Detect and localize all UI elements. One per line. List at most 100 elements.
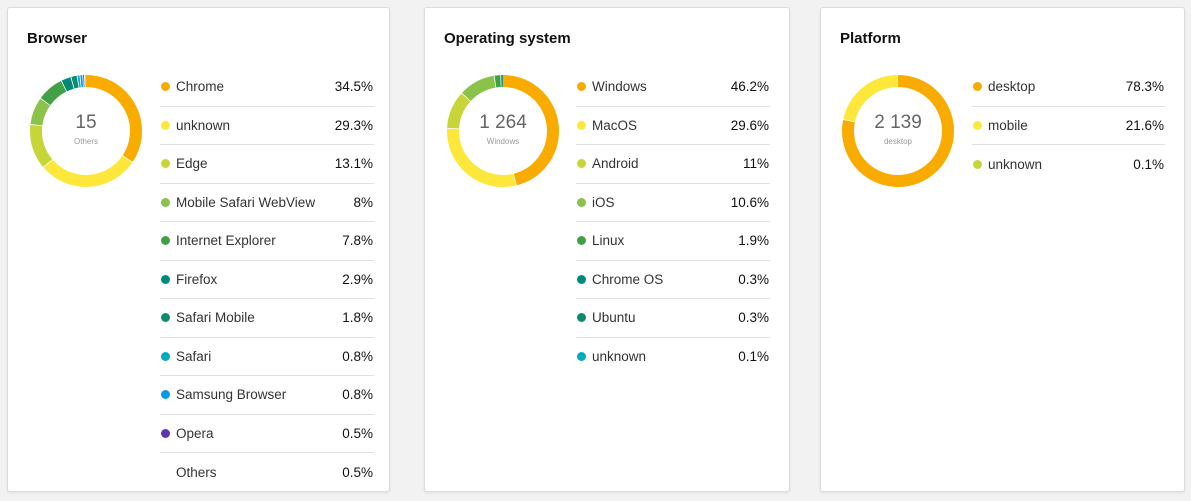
- legend-item[interactable]: unknown 29.3%: [160, 107, 374, 145]
- legend-color-dot: [577, 120, 586, 130]
- legend-label: Others: [176, 464, 217, 480]
- legend-item[interactable]: Safari Mobile 1.8%: [160, 299, 374, 338]
- legend-item[interactable]: Safari 0.8%: [160, 338, 374, 376]
- legend-item[interactable]: MacOS 29.6%: [576, 107, 770, 145]
- legend-percentage: 1.8%: [342, 310, 373, 326]
- browser-donut-chart[interactable]: 15 Others: [27, 72, 145, 190]
- browser-legend: Chrome 34.5% unknown 29.3% Edge 13.1% Mobile S…: [160, 68, 374, 492]
- legend-item[interactable]: Mobile Safari WebView 8%: [160, 184, 374, 222]
- legend-item[interactable]: unknown 0.1%: [576, 338, 770, 377]
- legend-label: desktop: [988, 79, 1036, 95]
- legend-percentage: 0.5%: [342, 464, 373, 480]
- legend-item[interactable]: unknown 0.1%: [972, 145, 1165, 184]
- legend-label: Chrome: [176, 79, 225, 95]
- donut-segment[interactable]: [447, 75, 559, 187]
- legend-label: Firefox: [176, 271, 218, 287]
- legend-item[interactable]: Android 11%: [576, 145, 770, 184]
- legend-item[interactable]: Chrome 34.5%: [160, 68, 374, 107]
- legend-item[interactable]: iOS 10.6%: [576, 184, 770, 222]
- legend-percentage: 78.3%: [1125, 79, 1164, 95]
- os-donut-chart[interactable]: 1 264 Windows: [444, 72, 562, 190]
- donut-svg: [447, 75, 559, 187]
- legend-item[interactable]: Chrome OS 0.3%: [576, 261, 770, 299]
- legend-percentage: 10.6%: [730, 194, 769, 210]
- legend-percentage: 2.9%: [342, 271, 373, 287]
- platform-donut-chart[interactable]: 2 139 desktop: [839, 72, 957, 190]
- platform-card: Platform 2 139 desktop desktop 78.3% mobil…: [820, 7, 1185, 492]
- legend-item[interactable]: Others 0.5%: [160, 453, 374, 492]
- legend-label: Windows: [592, 79, 647, 95]
- legend-label: Opera: [176, 425, 214, 441]
- legend-label: Internet Explorer: [176, 233, 276, 249]
- legend-percentage: 0.1%: [738, 349, 769, 365]
- legend-percentage: 8%: [353, 194, 373, 210]
- legend-color-dot: [973, 120, 982, 130]
- legend-percentage: 0.8%: [342, 348, 373, 364]
- legend-label: Safari Mobile: [176, 310, 255, 326]
- legend-percentage: 29.3%: [334, 117, 373, 133]
- legend-label: Safari: [176, 348, 212, 364]
- legend-label: Ubuntu: [592, 310, 636, 326]
- legend-color-dot: [577, 159, 586, 169]
- legend-percentage: 0.3%: [738, 271, 769, 287]
- legend-color-dot: [161, 82, 170, 92]
- legend-label: iOS: [592, 194, 615, 210]
- donut-svg: [842, 75, 954, 187]
- legend-percentage: 11%: [742, 156, 769, 172]
- legend-color-dot: [161, 159, 170, 169]
- legend-percentage: 0.1%: [1133, 156, 1164, 172]
- legend-percentage: 0.5%: [342, 425, 373, 441]
- legend-item[interactable]: Windows 46.2%: [576, 68, 770, 107]
- legend-item[interactable]: Edge 13.1%: [160, 145, 374, 184]
- legend-color-dot: [161, 313, 170, 323]
- legend-label: Chrome OS: [592, 271, 664, 287]
- legend-item[interactable]: Internet Explorer 7.8%: [160, 222, 374, 261]
- legend-label: mobile: [988, 117, 1028, 133]
- donut-svg: [30, 75, 142, 187]
- legend-color-dot: [161, 468, 170, 477]
- legend-color-dot: [161, 236, 170, 246]
- card-title: Platform: [840, 30, 901, 47]
- donut-segment[interactable]: [30, 75, 142, 187]
- donut-segment[interactable]: [842, 75, 954, 187]
- card-title: Operating system: [444, 30, 571, 47]
- legend-color-dot: [161, 428, 170, 438]
- legend-color-dot: [161, 274, 170, 284]
- legend-color-dot: [161, 390, 170, 400]
- legend-label: Android: [592, 156, 639, 172]
- legend-item[interactable]: Opera 0.5%: [160, 415, 374, 453]
- legend-color-dot: [161, 120, 170, 130]
- donut-segment[interactable]: [447, 75, 559, 187]
- legend-color-dot: [161, 197, 170, 207]
- legend-percentage: 34.5%: [334, 79, 373, 95]
- legend-item[interactable]: Firefox 2.9%: [160, 261, 374, 299]
- legend-item[interactable]: mobile 21.6%: [972, 107, 1165, 145]
- legend-item[interactable]: Ubuntu 0.3%: [576, 299, 770, 338]
- legend-label: Edge: [176, 156, 208, 172]
- legend-label: unknown: [176, 117, 231, 133]
- legend-item[interactable]: Samsung Browser 0.8%: [160, 376, 374, 415]
- legend-percentage: 1.9%: [738, 233, 769, 249]
- card-title: Browser: [27, 30, 88, 47]
- legend-item[interactable]: desktop 78.3%: [972, 68, 1165, 107]
- legend-color-dot: [577, 352, 586, 362]
- legend-color-dot: [973, 159, 982, 169]
- os-legend: Windows 46.2% MacOS 29.6% Android 11% iOS 10.6%…: [576, 68, 770, 376]
- legend-percentage: 29.6%: [730, 117, 769, 133]
- legend-label: MacOS: [592, 117, 638, 133]
- donut-segment[interactable]: [30, 75, 142, 187]
- legend-color-dot: [577, 236, 586, 246]
- legend-percentage: 21.6%: [1125, 117, 1164, 133]
- legend-color-dot: [577, 197, 586, 207]
- legend-percentage: 13.1%: [334, 156, 373, 172]
- legend-percentage: 0.8%: [342, 387, 373, 403]
- legend-color-dot: [973, 82, 982, 92]
- legend-item[interactable]: Linux 1.9%: [576, 222, 770, 261]
- legend-percentage: 46.2%: [730, 79, 769, 95]
- browser-card: Browser 15 Others Chrome 34.5% unknown 29.3…: [7, 7, 390, 492]
- donut-segment[interactable]: [30, 75, 142, 187]
- legend-label: Linux: [592, 233, 625, 249]
- legend-color-dot: [577, 313, 586, 323]
- legend-color-dot: [577, 82, 586, 92]
- legend-percentage: 7.8%: [342, 233, 373, 249]
